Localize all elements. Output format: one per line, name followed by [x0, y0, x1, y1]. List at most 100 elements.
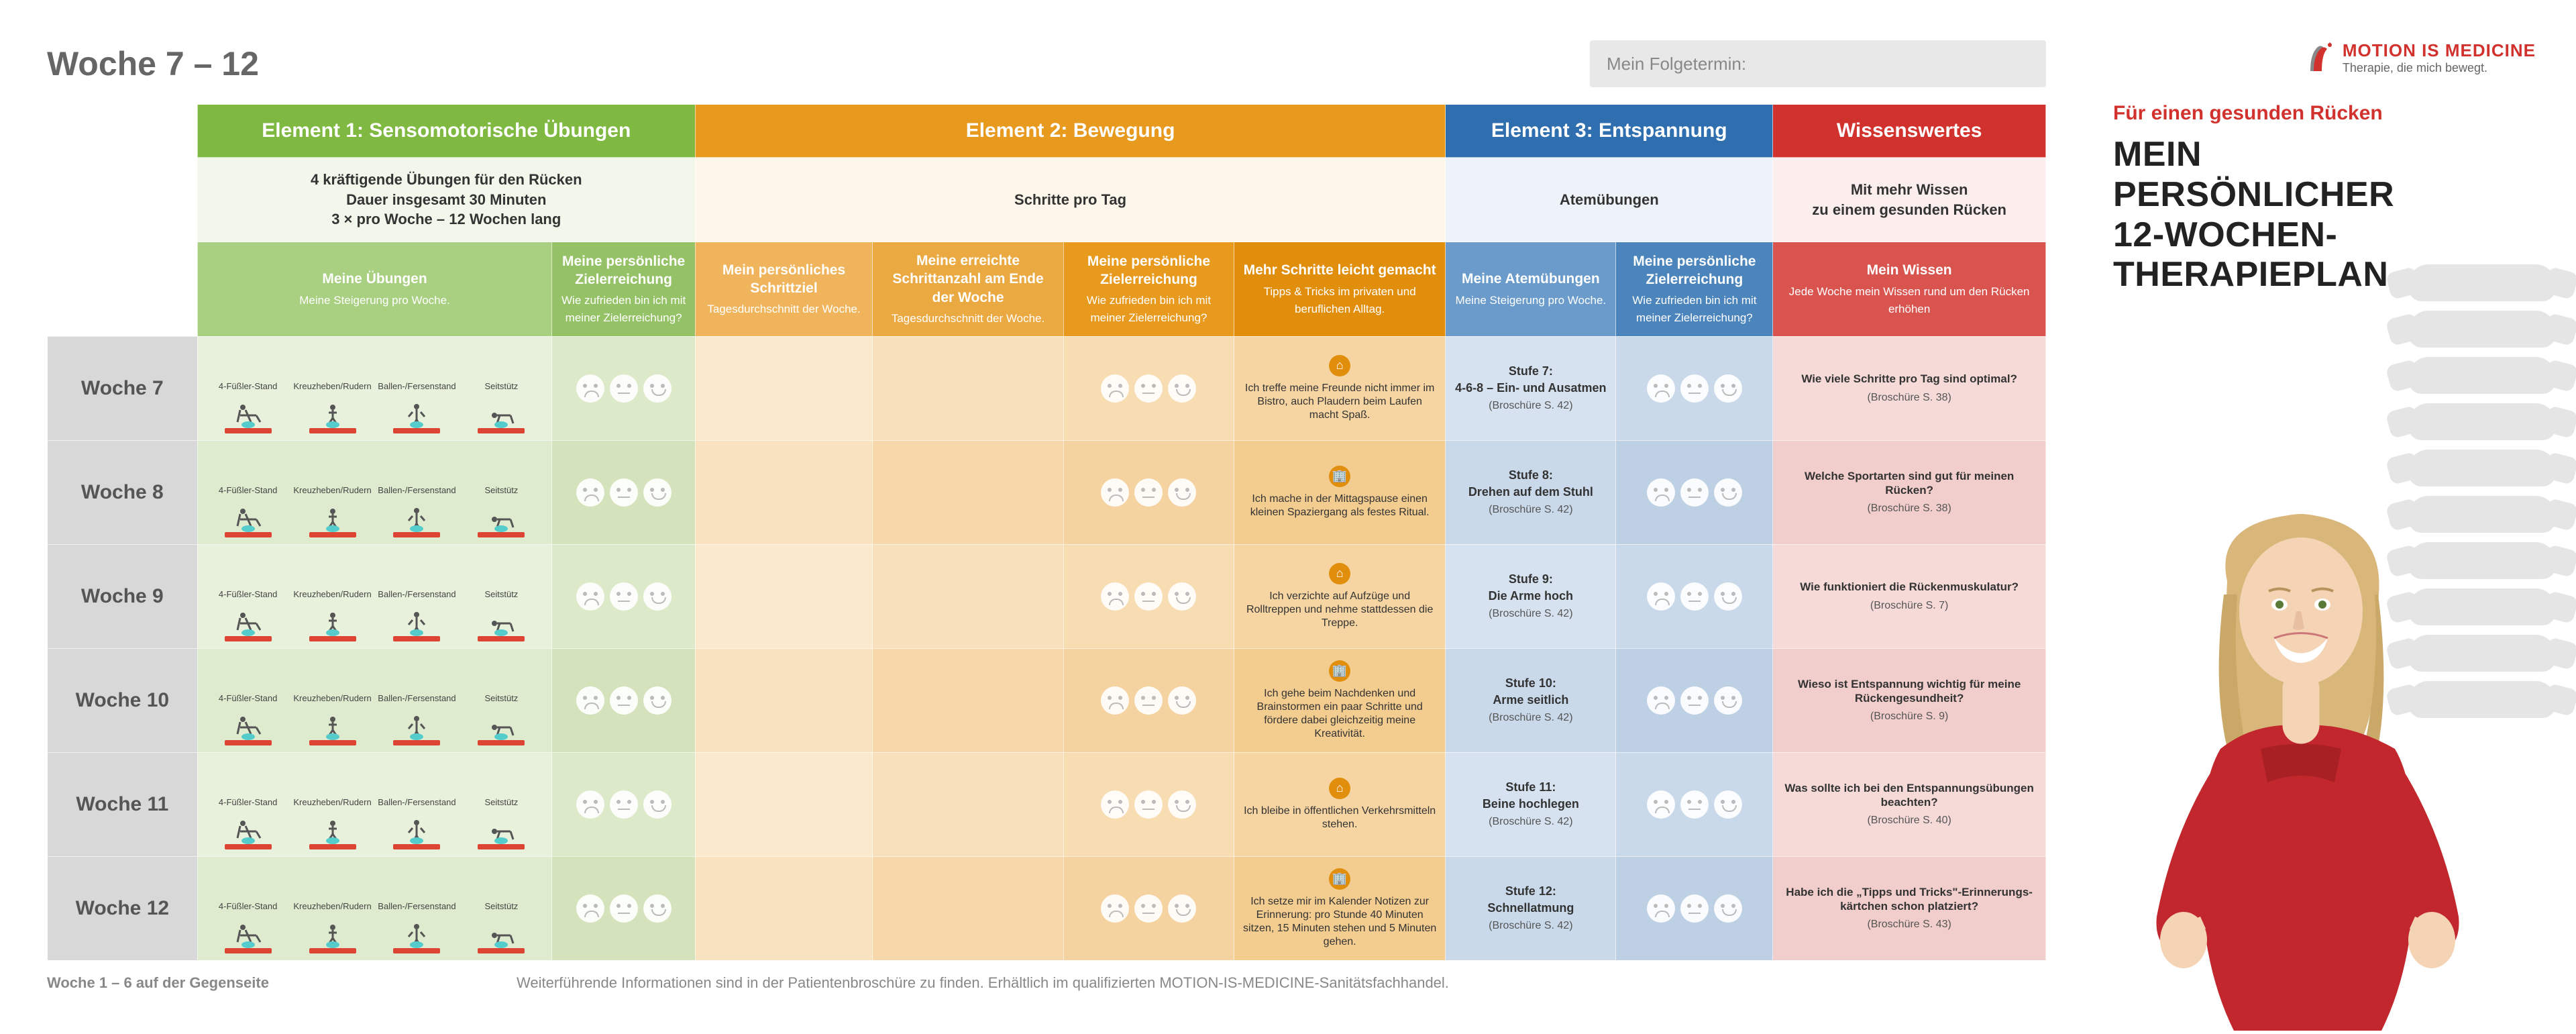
smiley-rating[interactable]	[560, 478, 687, 507]
header-element2: Element 2: Bewegung	[695, 105, 1445, 158]
exercise: Seitstütz	[461, 381, 542, 433]
cell-o1[interactable]	[695, 440, 872, 544]
exercise: Kreuzheben/Rudern	[292, 381, 373, 433]
cell-tip: ⌂Ich bleibe in öffentlichen Verkehrsmitt…	[1234, 752, 1446, 856]
col-g1: Meine ÜbungenMeine Steigerung pro Woche.	[197, 242, 552, 337]
week-label: Woche 9	[48, 544, 198, 648]
week-label: Woche 7	[48, 336, 198, 440]
exercise: 4-Füßler-Stand	[207, 485, 288, 537]
exercise: Kreuzheben/Rudern	[292, 693, 373, 745]
cell-tip: 🏢Ich mache in der Mittagspause einen kle…	[1234, 440, 1446, 544]
cell-b2	[1616, 544, 1773, 648]
cell-g2	[552, 856, 696, 960]
cell-b2	[1616, 336, 1773, 440]
cell-o3	[1063, 440, 1234, 544]
home-icon: ⌂	[1329, 355, 1350, 376]
cell-exercises: 4-Füßler-StandKreuzheben/RudernBallen-/F…	[197, 440, 552, 544]
cell-exercises: 4-Füßler-StandKreuzheben/RudernBallen-/F…	[197, 336, 552, 440]
logo-icon	[2300, 41, 2334, 74]
top-bar: Woche 7 – 12 Mein Folgetermin:	[47, 40, 2046, 87]
cell-tip: 🏢Ich setze mir im Kalender Notizen zur E…	[1234, 856, 1446, 960]
cell-b2	[1616, 856, 1773, 960]
smiley-rating[interactable]	[1624, 790, 1764, 819]
smiley-rating[interactable]	[560, 582, 687, 611]
smiley-rating[interactable]	[560, 686, 687, 715]
cell-stufe: Stufe 10:Arme seitlich(Broschüre S. 42)	[1446, 648, 1616, 752]
cell-o1[interactable]	[695, 752, 872, 856]
week-row: Woche 74-Füßler-StandKreuzheben/RudernBa…	[48, 336, 2046, 440]
cell-wissen: Was sollte ich bei den Entspannungsübung…	[1773, 752, 2046, 856]
cell-o3	[1063, 648, 1234, 752]
smiley-rating[interactable]	[1072, 894, 1226, 923]
exercise: Seitstütz	[461, 693, 542, 745]
cell-stufe: Stufe 7:4-6-8 – Ein- und Ausatmen(Brosch…	[1446, 336, 1616, 440]
cell-stufe: Stufe 12:Schnellatmung(Broschüre S. 42)	[1446, 856, 1616, 960]
cell-exercises: 4-Füßler-StandKreuzheben/RudernBallen-/F…	[197, 856, 552, 960]
cell-g2	[552, 544, 696, 648]
week-label: Woche 8	[48, 440, 198, 544]
cell-stufe: Stufe 9:Die Arme hoch(Broschüre S. 42)	[1446, 544, 1616, 648]
exercise: Ballen-/Fersenstand	[376, 589, 458, 641]
side-panel: MOTION IS MEDICINE Therapie, die mich be…	[2080, 0, 2576, 1031]
smiley-rating[interactable]	[1072, 374, 1226, 403]
cell-o2[interactable]	[873, 544, 1064, 648]
smiley-rating[interactable]	[1624, 478, 1764, 507]
exercise: Ballen-/Fersenstand	[376, 485, 458, 537]
week-label: Woche 11	[48, 752, 198, 856]
cell-o2[interactable]	[873, 856, 1064, 960]
week-row: Woche 104-Füßler-StandKreuzheben/RudernB…	[48, 648, 2046, 752]
cell-o1[interactable]	[695, 336, 872, 440]
work-icon: 🏢	[1329, 466, 1350, 487]
footer-left: Woche 1 – 6 auf der Gegenseite	[47, 974, 517, 992]
sub-e2: Schritte pro Tag	[695, 158, 1445, 242]
cell-o3	[1063, 336, 1234, 440]
smiley-rating[interactable]	[1072, 582, 1226, 611]
cell-o2[interactable]	[873, 440, 1064, 544]
smiley-rating[interactable]	[560, 374, 687, 403]
exercise: Kreuzheben/Rudern	[292, 797, 373, 849]
cell-o2[interactable]	[873, 752, 1064, 856]
col-b2: Meine persönliche ZielerreichungWie zufr…	[1616, 242, 1773, 337]
smiley-rating[interactable]	[560, 790, 687, 819]
work-icon: 🏢	[1329, 868, 1350, 890]
cell-wissen: Welche Sportarten sind gut für meinen Rü…	[1773, 440, 2046, 544]
cell-o3	[1063, 752, 1234, 856]
cell-o1[interactable]	[695, 648, 872, 752]
week-label: Woche 12	[48, 856, 198, 960]
cell-b2	[1616, 752, 1773, 856]
smiley-rating[interactable]	[1072, 790, 1226, 819]
week-row: Woche 114-Füßler-StandKreuzheben/RudernB…	[48, 752, 2046, 856]
smiley-rating[interactable]	[1072, 478, 1226, 507]
cell-o3	[1063, 856, 1234, 960]
col-g2: Meine persönliche ZielerreichungWie zufr…	[552, 242, 696, 337]
exercise: 4-Füßler-Stand	[207, 589, 288, 641]
footer-center: Weiterführende Informationen sind in der…	[517, 974, 2046, 992]
cell-o1[interactable]	[695, 856, 872, 960]
cell-o3	[1063, 544, 1234, 648]
cell-o2[interactable]	[873, 648, 1064, 752]
exercise: Seitstütz	[461, 797, 542, 849]
sub-e1: 4 kräftigende Übungen für den Rücken Dau…	[197, 158, 695, 242]
cell-tip: ⌂Ich verzichte auf Aufzüge und Rolltrepp…	[1234, 544, 1446, 648]
appointment-field[interactable]: Mein Folgetermin:	[1590, 40, 2046, 87]
cell-o2[interactable]	[873, 336, 1064, 440]
cell-exercises: 4-Füßler-StandKreuzheben/RudernBallen-/F…	[197, 648, 552, 752]
header-wissen: Wissenswertes	[1773, 105, 2046, 158]
col-b1: Meine AtemübungenMeine Steigerung pro Wo…	[1446, 242, 1616, 337]
exercise: Seitstütz	[461, 901, 542, 953]
smiley-rating[interactable]	[560, 894, 687, 923]
week-label: Woche 10	[48, 648, 198, 752]
exercise: 4-Füßler-Stand	[207, 381, 288, 433]
smiley-rating[interactable]	[1624, 582, 1764, 611]
col-o2: Meine erreichte Schrittanzahl am Ende de…	[873, 242, 1064, 337]
smiley-rating[interactable]	[1624, 686, 1764, 715]
sub-e3: Atemübungen	[1446, 158, 1773, 242]
cell-o1[interactable]	[695, 544, 872, 648]
cell-wissen: Wieso ist Entspannung wichtig für meine …	[1773, 648, 2046, 752]
exercise: 4-Füßler-Stand	[207, 901, 288, 953]
smiley-rating[interactable]	[1624, 374, 1764, 403]
exercise: Ballen-/Fersenstand	[376, 797, 458, 849]
smiley-rating[interactable]	[1072, 686, 1226, 715]
logo: MOTION IS MEDICINE Therapie, die mich be…	[2113, 40, 2536, 75]
smiley-rating[interactable]	[1624, 894, 1764, 923]
